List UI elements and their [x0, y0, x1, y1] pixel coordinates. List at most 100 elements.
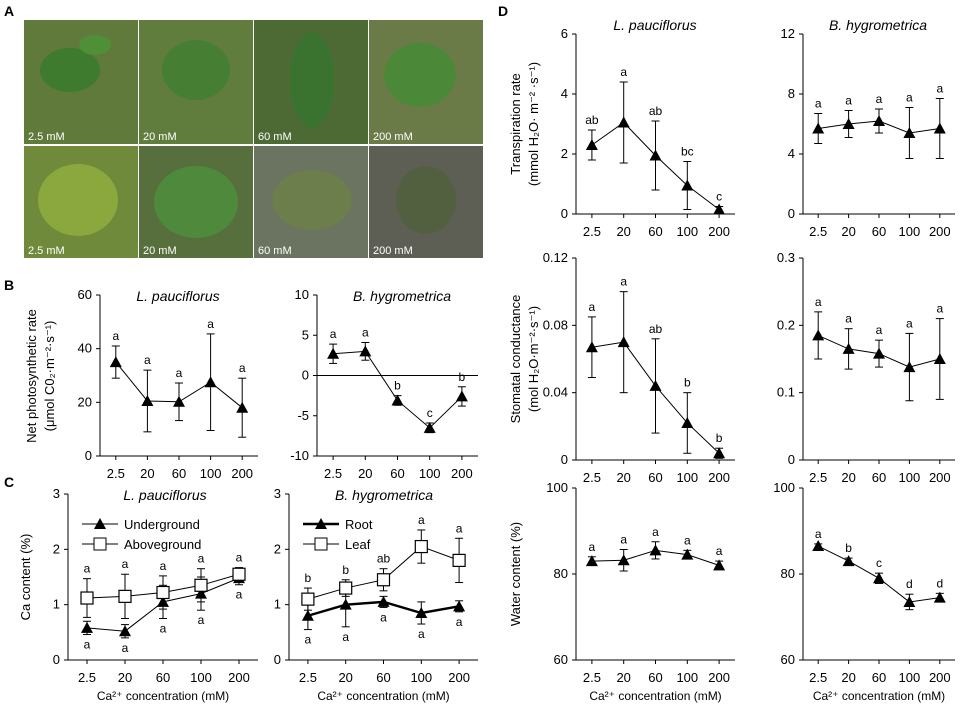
- photo-caption: 2.5 mM: [28, 245, 65, 257]
- data-point-triangle: [681, 179, 694, 191]
- data-point-square: [194, 578, 208, 592]
- significance-letter: a: [239, 361, 246, 375]
- data-point-triangle: [933, 353, 946, 364]
- significance-letter: a: [362, 325, 369, 339]
- significance-letter: b: [394, 379, 401, 393]
- chart-c2: 0 1 2 3 2.5 20 60 100 200 B. hygrometrica Ca²⁺ con…: [274, 486, 478, 703]
- chart-d2: 0 4 8 12 2.5 20 60 100 200 B. hygrometrica a a a a a: [781, 17, 955, 239]
- x-tick-label: 60: [648, 470, 662, 485]
- data-point-triangle: [339, 598, 352, 610]
- significance-letter: a: [620, 275, 627, 289]
- data-point-triangle: [903, 127, 916, 138]
- chart-title: L. pauciflorus: [123, 487, 206, 503]
- y-tick-label: 0: [274, 652, 281, 667]
- significance-letter: a: [112, 329, 119, 343]
- data-point-triangle: [301, 609, 314, 621]
- significance-letter: a: [815, 527, 822, 541]
- photo-tile-lp-2-5: 2.5 mM: [24, 20, 138, 144]
- data-point-square: [376, 573, 391, 587]
- y-tick-label: 2: [561, 146, 568, 161]
- series-main: a a a a a: [812, 82, 946, 159]
- photo-caption: 200 mM: [373, 245, 413, 257]
- significance-letter: a: [418, 627, 425, 641]
- data-point-triangle: [204, 376, 217, 388]
- legend-marker-triangle: [94, 518, 106, 529]
- legend-marker-triangle: [315, 518, 327, 529]
- y-axis-label: (μmol C0₂·m⁻²·s⁻¹): [42, 321, 57, 432]
- data-point-triangle: [713, 559, 726, 571]
- significance-letter: a: [936, 82, 943, 96]
- chart-d4: 0 0.1 0.2 0.3 2.5 20 60 100 200 a a a a a: [777, 250, 955, 485]
- x-tick-label: 2.5: [583, 470, 601, 485]
- series-main: a a a a a: [812, 295, 946, 402]
- data-point-square: [156, 585, 170, 600]
- data-point-triangle: [173, 395, 185, 407]
- data-point-triangle: [933, 591, 946, 603]
- x-tick-label: 100: [200, 466, 222, 481]
- plant-shape: [79, 35, 111, 55]
- x-tick-label: 60: [376, 670, 390, 685]
- data-point-triangle: [453, 600, 466, 612]
- data-point-square: [414, 539, 428, 554]
- x-axis-label: Ca²⁺ concentration (mM): [589, 689, 721, 703]
- panel-label-a: A: [4, 3, 14, 19]
- significance-letter: a: [122, 557, 129, 571]
- x-tick-label: 100: [676, 470, 698, 485]
- data-point-triangle: [681, 548, 694, 560]
- significance-letter: a: [84, 562, 91, 576]
- data-point-triangle: [617, 554, 630, 566]
- y-tick-label: 0: [561, 452, 568, 467]
- x-tick-label: 20: [616, 670, 630, 685]
- x-tick-label: 200: [228, 670, 250, 685]
- significance-letter: ab: [377, 552, 391, 566]
- data-point-triangle: [812, 329, 825, 341]
- y-tick-label: 40: [78, 341, 92, 356]
- y-tick-label: 2: [274, 541, 281, 556]
- significance-letter: a: [906, 316, 913, 330]
- significance-letter: a: [380, 610, 387, 624]
- data-point-triangle: [842, 555, 855, 567]
- x-tick-label: 60: [872, 670, 886, 685]
- x-axis-label: Ca²⁺ concentration (mM): [97, 689, 229, 703]
- significance-letter: a: [815, 295, 822, 309]
- y-tick-label: -5: [297, 408, 309, 423]
- data-point-triangle: [649, 544, 662, 556]
- x-tick-label: 20: [616, 224, 630, 239]
- significance-letter: a: [236, 588, 243, 602]
- significance-letter: a: [589, 300, 596, 314]
- photo-tile-bh-60: 60 mM: [254, 146, 368, 258]
- x-axis-label: Ca²⁺ concentration (mM): [317, 689, 449, 703]
- x-tick-label: 100: [899, 670, 921, 685]
- significance-letter: a: [906, 91, 913, 105]
- x-tick-label: 2.5: [107, 466, 125, 481]
- significance-letter: a: [620, 532, 627, 546]
- x-tick-label: 20: [841, 470, 855, 485]
- data-point-square: [118, 589, 132, 603]
- y-axis-label: (mmol H₂O· m⁻² ·s⁻¹): [526, 62, 541, 186]
- y-tick-label: 100: [773, 480, 795, 495]
- significance-letter: c: [427, 406, 433, 420]
- data-point-square: [80, 591, 94, 605]
- data-point-square: [339, 581, 353, 595]
- data-point-triangle: [119, 625, 131, 637]
- significance-letter: d: [906, 577, 913, 591]
- significance-letter: b: [684, 376, 691, 390]
- panel-label-c: C: [4, 474, 14, 490]
- x-tick-label: 60: [648, 670, 662, 685]
- y-tick-label: 10: [295, 287, 309, 302]
- data-point-triangle: [617, 336, 630, 348]
- x-tick-label: 60: [156, 670, 170, 685]
- y-tick-label: -10: [290, 448, 309, 463]
- significance-letter: c: [876, 556, 882, 570]
- x-tick-label: 100: [676, 224, 698, 239]
- significance-letter: a: [342, 630, 349, 644]
- significance-letter: a: [160, 622, 167, 636]
- y-axis-label: Ca content (%): [18, 534, 33, 621]
- chart-d1: 0 2 4 6 2.5 20 60 100 200 L. pauciflorus Transpira…: [508, 17, 735, 239]
- photo-caption: 60 mM: [258, 131, 292, 143]
- data-point-triangle: [585, 555, 598, 567]
- x-tick-label: 100: [676, 670, 698, 685]
- significance-letter: ab: [649, 322, 663, 336]
- significance-letter: a: [716, 544, 723, 558]
- y-tick-label: 60: [781, 652, 795, 667]
